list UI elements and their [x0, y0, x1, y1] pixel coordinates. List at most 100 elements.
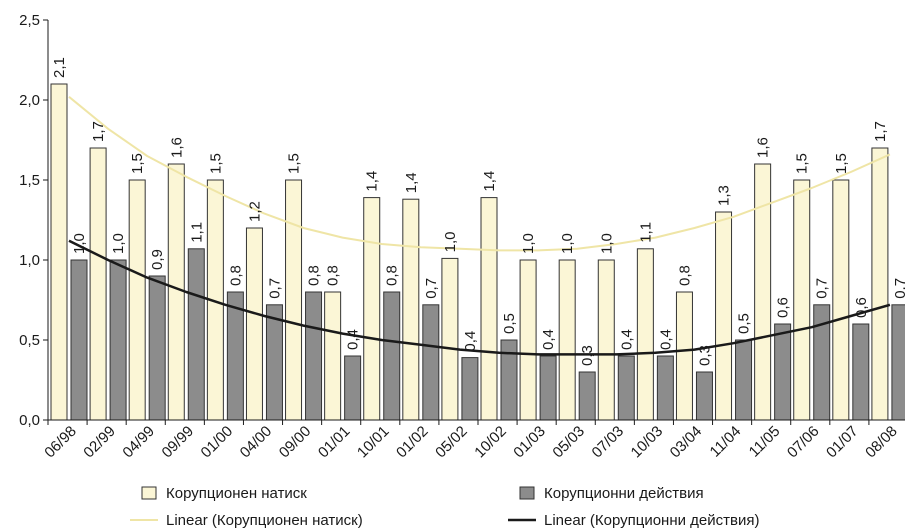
data-label-natisk: 0,8	[325, 265, 342, 286]
legend-swatch-bar2	[519, 486, 535, 500]
y-tick-label: 1,0	[19, 252, 40, 269]
data-label-deistvia: 0,9	[149, 249, 166, 270]
trendline-deistvia	[68, 239, 891, 356]
data-label-deistvia: 0,7	[423, 278, 440, 299]
x-tick-label: 02/99	[80, 423, 119, 462]
x-tick-label: 01/00	[198, 423, 237, 462]
data-label-natisk: 1,5	[129, 153, 146, 174]
data-label-deistvia: 0,7	[266, 278, 283, 299]
data-label-natisk: 1,5	[794, 153, 811, 174]
data-label-natisk: 1,5	[207, 153, 224, 174]
bar-korupcionen-natisk	[519, 259, 537, 421]
bar-korupcionni-deistvia	[735, 339, 753, 421]
data-label-natisk: 1,6	[755, 137, 772, 158]
bar-korupcionni-deistvia	[226, 291, 244, 421]
bar-korupcionni-deistvia	[578, 371, 596, 421]
bars	[50, 83, 905, 421]
data-label-natisk: 1,7	[90, 121, 107, 142]
bar-korupcionni-deistvia	[383, 291, 401, 421]
data-label-deistvia: 0,5	[736, 313, 753, 334]
data-label-natisk: 1,4	[403, 172, 420, 193]
data-label-deistvia: 0,5	[501, 313, 518, 334]
x-tick-label: 10/03	[628, 423, 667, 462]
x-tick-label: 11/05	[746, 423, 784, 461]
bar-korupcionni-deistvia	[265, 304, 283, 421]
x-tick-label: 08/08	[862, 423, 901, 462]
x-tick-label: 03/04	[667, 423, 706, 462]
bar-korupcionen-natisk	[441, 257, 459, 421]
data-label-deistvia: 0,3	[696, 345, 713, 366]
bar-korupcionen-natisk	[167, 163, 185, 421]
data-label-natisk: 0,8	[676, 265, 693, 286]
data-label-natisk: 1,0	[442, 232, 459, 253]
data-label-natisk: 1,1	[637, 222, 654, 243]
legend-label-line2: Linear (Корупционни действия)	[544, 512, 759, 529]
legend: Корупционен натиск Корупционни действия …	[130, 485, 759, 529]
data-label-natisk: 1,5	[833, 153, 850, 174]
x-tick-label: 01/07	[823, 423, 862, 462]
x-tick-label: 09/00	[276, 423, 315, 462]
bar-korupcionni-deistvia	[305, 291, 323, 421]
data-label-natisk: 1,0	[559, 233, 576, 254]
data-label-deistvia: 0,8	[306, 265, 323, 286]
data-label-deistvia: 0,4	[657, 329, 674, 350]
trendlines	[68, 96, 891, 356]
x-tick-label: 04/99	[119, 423, 158, 462]
data-label-deistvia: 0,7	[814, 278, 831, 299]
trendline-natisk	[68, 96, 891, 252]
data-label-natisk: 1,4	[364, 171, 381, 192]
bar-korupcionen-natisk	[636, 248, 654, 421]
x-tick-label: 01/02	[393, 423, 432, 462]
bar-korupcionen-natisk	[754, 163, 772, 421]
data-label-deistvia: 0,8	[384, 265, 401, 286]
bar-korupcionen-natisk	[558, 259, 576, 421]
data-label-natisk: 1,5	[286, 153, 303, 174]
data-label-deistvia: 0,8	[227, 265, 244, 286]
bar-korupcionen-natisk	[793, 179, 811, 421]
y-tick-label: 0,5	[19, 332, 40, 349]
bar-korupcionen-natisk	[597, 259, 615, 421]
bar-korupcionen-natisk	[245, 227, 263, 421]
bar-korupcionen-natisk	[871, 147, 889, 421]
bar-korupcionen-natisk	[324, 291, 342, 421]
data-label-deistvia: 0,4	[618, 329, 635, 350]
x-tick-label: 05/02	[432, 423, 471, 462]
data-label-natisk: 1,0	[598, 233, 615, 254]
x-tick-label: 10/01	[354, 423, 393, 462]
bar-korupcionni-deistvia	[695, 371, 713, 421]
x-tick-label: 09/99	[159, 423, 198, 462]
bar-korupcionen-natisk	[832, 179, 850, 421]
data-label-deistvia: 0,7	[892, 278, 905, 299]
x-tick-label: 07/06	[784, 423, 823, 462]
legend-label-bar2: Корупционни действия	[544, 485, 704, 502]
bar-korupcionni-deistvia	[148, 275, 166, 421]
y-tick-label: 2,0	[19, 92, 40, 109]
bar-korupcionni-deistvia	[187, 248, 205, 421]
y-tick-label: 2,5	[19, 12, 40, 29]
x-tick-label: 10/02	[471, 423, 510, 462]
axes: 0,00,51,01,52,02,506/98 02/99 04/99 09/99 01…	[19, 12, 905, 461]
data-labels: 2,1 1,0 1,7 1,0 1,5 0,9 1,6 1,1 1,5 0,8 1,2 0,7 1,5 0…	[51, 57, 905, 366]
data-label-natisk: 2,1	[51, 57, 68, 78]
bar-korupcionen-natisk	[89, 147, 107, 421]
bar-korupcionen-natisk	[363, 197, 381, 421]
bar-korupcionni-deistvia	[461, 357, 479, 421]
bar-korupcionni-deistvia	[774, 323, 792, 421]
bar-korupcionen-natisk	[402, 198, 420, 421]
bar-korupcionni-deistvia	[70, 259, 88, 421]
data-label-natisk: 1,3	[716, 185, 733, 206]
bar-korupcionen-natisk	[715, 211, 733, 421]
bar-korupcionen-natisk	[128, 179, 146, 421]
bar-korupcionni-deistvia	[617, 355, 635, 421]
data-label-deistvia: 1,0	[71, 233, 88, 254]
x-tick-label: 04/00	[237, 423, 276, 462]
bar-korupcionni-deistvia	[109, 259, 127, 421]
y-tick-label: 1,5	[19, 172, 40, 189]
data-label-deistvia: 0,4	[462, 331, 479, 352]
data-label-natisk: 1,2	[246, 201, 263, 222]
x-tick-label: 07/03	[589, 423, 628, 462]
bar-korupcionni-deistvia	[656, 355, 674, 421]
data-label-natisk: 1,0	[520, 233, 537, 254]
